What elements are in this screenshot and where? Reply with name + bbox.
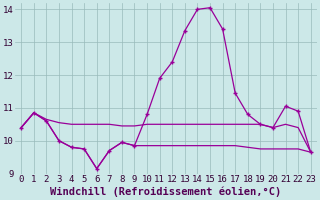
X-axis label: Windchill (Refroidissement éolien,°C): Windchill (Refroidissement éolien,°C) xyxy=(50,187,282,197)
